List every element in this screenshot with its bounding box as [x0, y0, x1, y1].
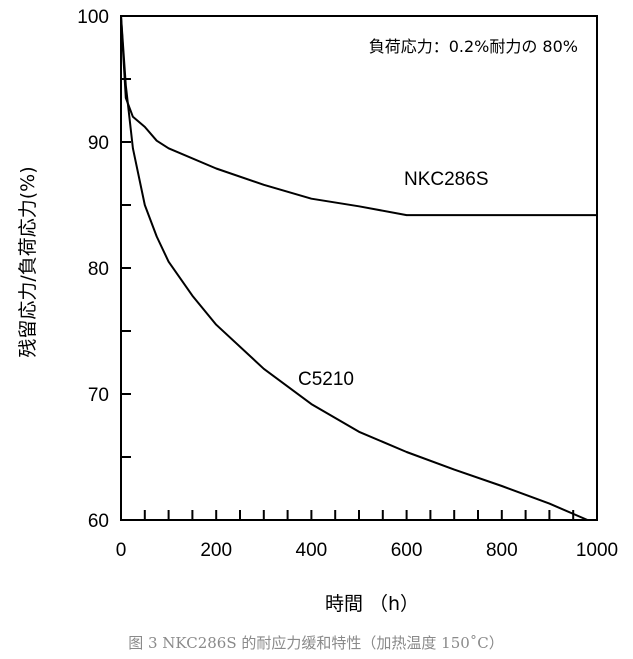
y-tick-label: 100 — [77, 7, 109, 28]
x-tick-label: 200 — [200, 540, 232, 561]
y-tick-label: 90 — [88, 133, 109, 154]
y-axis-title: 残留応力/負荷応力(%) — [17, 166, 39, 357]
x-axis-ticks: 0 200 400 600 800 1000 — [116, 510, 618, 561]
x-tick-label: 0 — [116, 540, 127, 561]
y-axis-ticks: 60 70 80 90 100 — [77, 7, 131, 532]
series-line-nkc286s — [120, 15, 598, 217]
plot-frame — [120, 15, 598, 521]
series-label-nkc286s: NKC286S — [404, 169, 489, 190]
series-label-c5210: C5210 — [298, 369, 354, 390]
y-tick-label: 70 — [88, 385, 109, 406]
x-tick-label: 800 — [486, 540, 518, 561]
chart-annotation: 負荷応力：0.2%耐力の 80% — [369, 37, 578, 56]
series-lines — [120, 15, 598, 521]
y-tick-label: 60 — [88, 511, 109, 532]
x-axis-title: 時間 （h） — [325, 593, 419, 615]
figure-caption: 图 3 NKC286S 的耐应力缓和特性（加热温度 150˚C） — [128, 634, 504, 652]
x-tick-label: 600 — [391, 540, 423, 561]
series-line-c5210 — [120, 15, 589, 521]
y-tick-label: 80 — [88, 259, 109, 280]
x-tick-label: 400 — [296, 540, 328, 561]
x-tick-label: 1000 — [576, 540, 618, 561]
